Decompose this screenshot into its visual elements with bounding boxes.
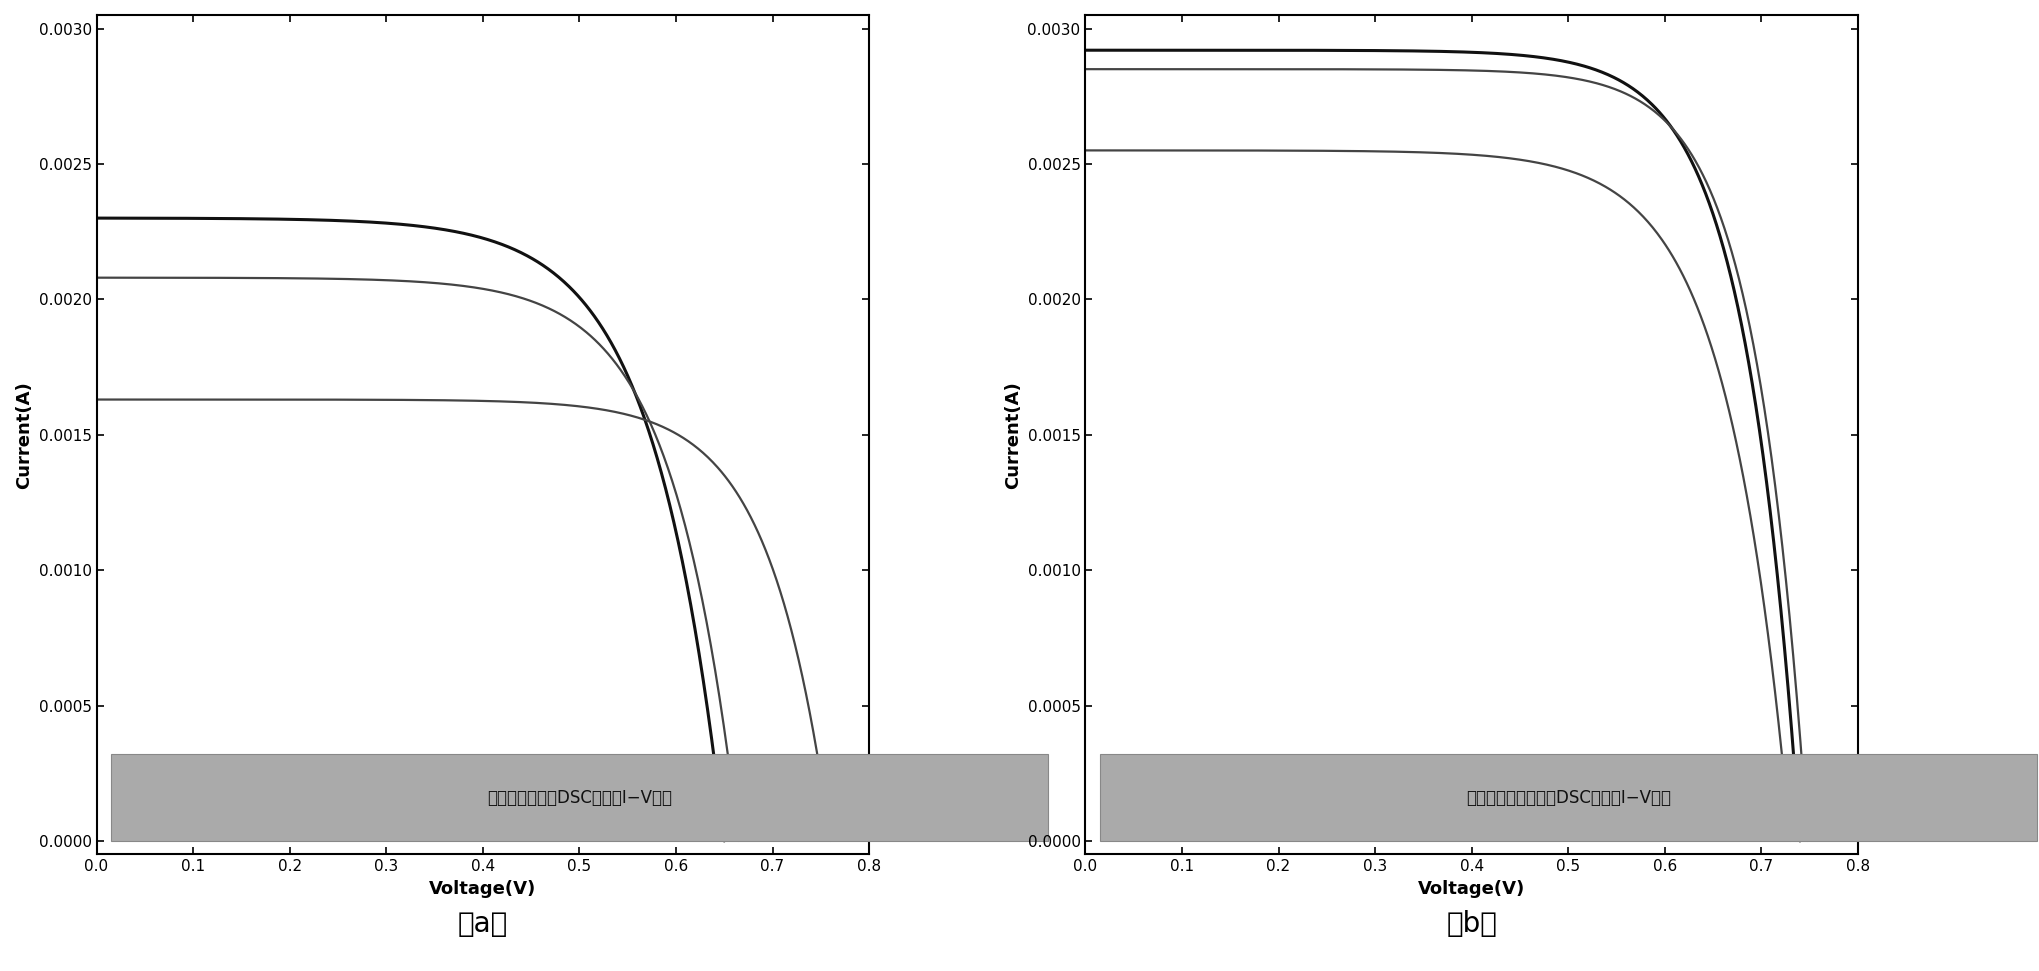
Text: （b）: （b） [1446,910,1497,938]
Y-axis label: Current(A): Current(A) [14,381,33,488]
X-axis label: Voltage(V): Voltage(V) [1417,880,1525,898]
Bar [110,754,1048,841]
X-axis label: Voltage(V): Voltage(V) [428,880,536,898]
Y-axis label: Current(A): Current(A) [1003,381,1022,488]
Bar [1099,754,2037,841]
Text: 本发明光阳极制备的DSC电池的I−V性能: 本发明光阳极制备的DSC电池的I−V性能 [1466,788,1670,807]
Text: （a）: （a） [457,910,508,938]
Text: 原光阳极制备的DSC电池的I−V性能: 原光阳极制备的DSC电池的I−V性能 [487,788,673,807]
